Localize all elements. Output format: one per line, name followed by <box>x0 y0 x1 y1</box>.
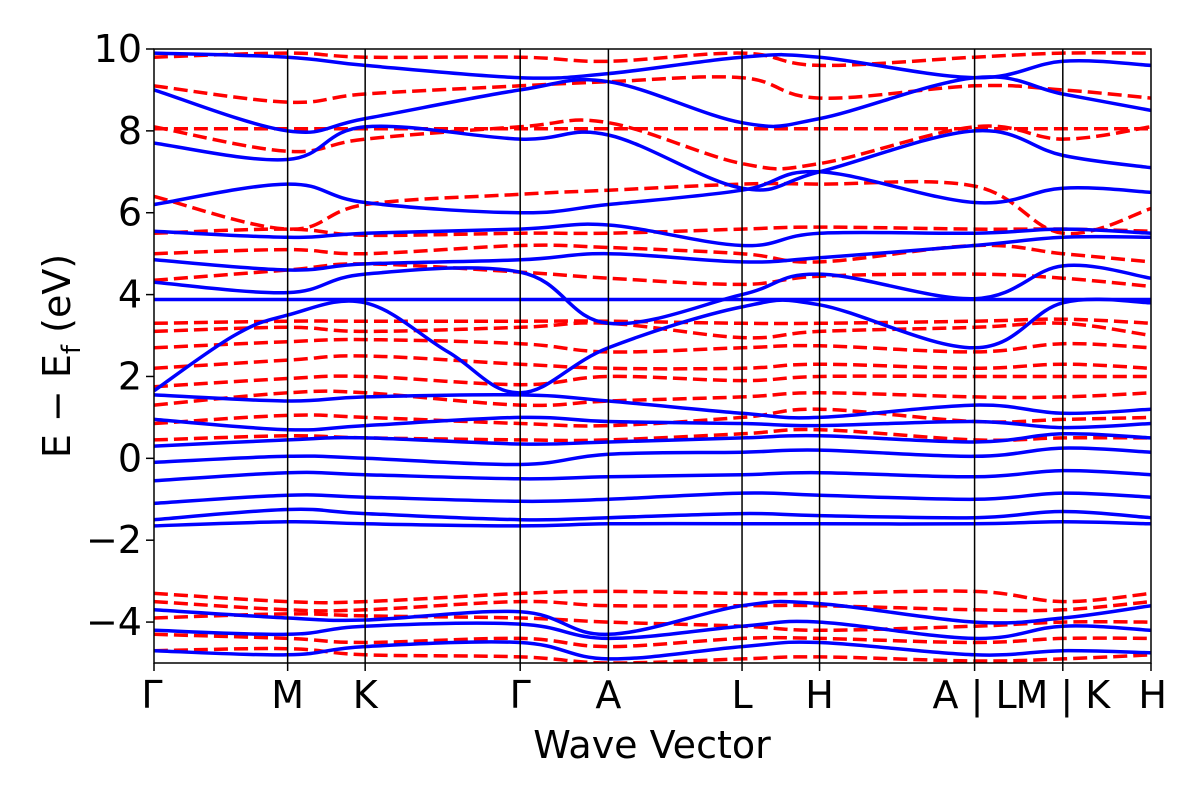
band-line <box>154 179 1151 236</box>
band-line <box>154 619 1151 641</box>
y-tick-label: 10 <box>94 27 142 71</box>
band-line <box>154 599 1151 637</box>
x-tick-label: M <box>271 673 304 717</box>
x-tick-label: H <box>1138 673 1167 717</box>
high-symmetry-lines <box>286 49 1064 663</box>
band-line <box>154 51 1151 68</box>
y-tick-label: 8 <box>118 109 142 153</box>
band-line <box>154 243 1151 264</box>
x-tick-label: A <box>595 673 621 717</box>
bands-layer <box>154 51 1151 663</box>
band-line <box>154 124 1151 192</box>
band-line <box>154 519 1151 528</box>
y-axis-label-space <box>35 333 79 345</box>
band-line <box>154 225 1151 238</box>
band-line <box>154 317 1151 326</box>
band-line <box>154 337 1151 354</box>
band-line <box>154 491 1151 506</box>
band-line <box>154 640 1151 661</box>
solid-band-series <box>154 51 1151 661</box>
band-line <box>154 75 1151 105</box>
x-tick-label: K <box>353 673 379 717</box>
band-line <box>154 589 1151 605</box>
band-line <box>154 262 1151 289</box>
band-line <box>154 75 1151 135</box>
band-line <box>154 354 1151 371</box>
y-axis-ticks: −4 −2 0 2 4 6 8 10 <box>86 27 154 644</box>
x-tick-label: H <box>805 673 834 717</box>
band-line <box>154 392 1151 420</box>
y-tick-label: 4 <box>118 273 142 317</box>
y-tick-label: −2 <box>86 518 142 562</box>
x-axis-ticks: Γ M K Γ A L H A | LM | K H <box>141 663 1167 718</box>
band-line <box>154 389 1151 408</box>
band-line <box>154 599 1151 613</box>
band-line <box>154 263 1151 326</box>
x-tick-label: L <box>731 673 752 717</box>
x-tick-label: M | K <box>1015 673 1111 718</box>
band-line <box>154 427 1151 443</box>
band-line <box>154 468 1151 483</box>
band-line <box>154 507 1151 522</box>
dashed-band-series <box>154 51 1151 663</box>
x-tick-label: A | L <box>933 673 1017 718</box>
y-axis-label-subscript: f <box>57 344 87 354</box>
y-tick-label: 6 <box>118 191 142 235</box>
band-line <box>154 446 1151 467</box>
y-tick-label: 0 <box>118 436 142 480</box>
band-line <box>154 374 1151 389</box>
band-line <box>154 234 1151 272</box>
y-tick-label: −4 <box>86 600 142 644</box>
x-axis-label: Wave Vector <box>533 723 771 767</box>
x-tick-label: Γ <box>141 673 162 717</box>
plot-frame <box>153 48 1152 664</box>
band-line <box>154 431 1151 448</box>
band-line <box>154 632 1151 649</box>
y-axis-label-unit: (eV) <box>35 254 79 333</box>
band-line <box>154 222 1151 248</box>
y-tick-label: 2 <box>118 354 142 398</box>
band-line <box>154 415 1151 432</box>
band-line <box>154 118 1151 171</box>
y-axis-label: E − Ef (eV) <box>35 254 87 458</box>
band-line <box>154 169 1151 215</box>
y-axis-label-main: E − E <box>35 354 79 458</box>
x-tick-label: Γ <box>510 673 531 717</box>
band-line <box>154 51 1151 80</box>
